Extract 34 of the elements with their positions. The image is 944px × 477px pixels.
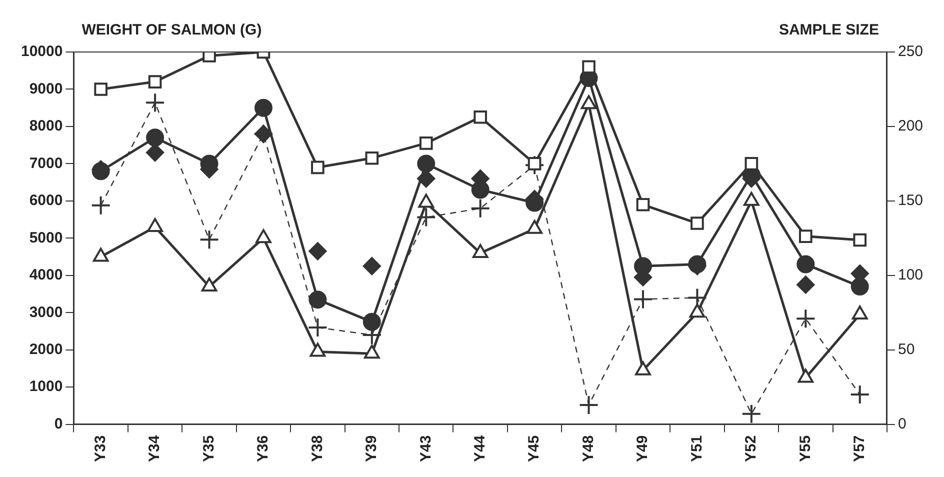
x-tick-label: Y33 bbox=[92, 435, 109, 462]
x-tick-label: Y52 bbox=[742, 435, 760, 462]
x-tick-label: Y39 bbox=[363, 435, 380, 462]
y-tick-label: 2000 bbox=[29, 340, 63, 358]
y-tick-label: 6000 bbox=[29, 192, 63, 210]
y-tick-label: 0 bbox=[54, 415, 63, 432]
y2-tick-label: 150 bbox=[898, 192, 924, 210]
y-tick-label: 8000 bbox=[29, 118, 63, 135]
x-tick-label: Y44 bbox=[471, 434, 488, 462]
y-axis-title: WEIGHT OF SALMON (G) bbox=[82, 22, 262, 39]
y2-tick-label: 50 bbox=[898, 340, 915, 358]
x-tick-label: Y35 bbox=[200, 435, 218, 462]
y-tick-label: 3000 bbox=[29, 304, 63, 321]
x-tick-label: Y43 bbox=[417, 435, 434, 462]
x-tick-label: Y36 bbox=[254, 435, 272, 462]
y-tick-label: 1000 bbox=[29, 378, 63, 396]
y2-axis-title: SAMPLE SIZE bbox=[778, 22, 879, 39]
y2-tick-label: 250 bbox=[898, 43, 924, 60]
x-tick-label: Y55 bbox=[796, 435, 814, 462]
x-tick-label: Y45 bbox=[526, 435, 543, 462]
y2-tick-label: 0 bbox=[898, 415, 906, 432]
x-tick-label: Y57 bbox=[851, 435, 868, 462]
y-tick-label: 5000 bbox=[29, 229, 63, 246]
x-tick-label: Y49 bbox=[634, 435, 652, 462]
y-tick-label: 9000 bbox=[29, 80, 63, 98]
y2-tick-label: 100 bbox=[898, 266, 924, 284]
x-tick-label: Y38 bbox=[308, 435, 326, 462]
y-tick-label: 10000 bbox=[20, 43, 63, 60]
y2-tick-label: 200 bbox=[898, 118, 924, 135]
x-tick-label: Y34 bbox=[146, 434, 164, 462]
y-tick-label: 4000 bbox=[29, 266, 63, 284]
x-tick-label: Y51 bbox=[688, 435, 706, 462]
y-tick-label: 7000 bbox=[29, 154, 63, 172]
x-tick-label: Y48 bbox=[580, 435, 597, 462]
